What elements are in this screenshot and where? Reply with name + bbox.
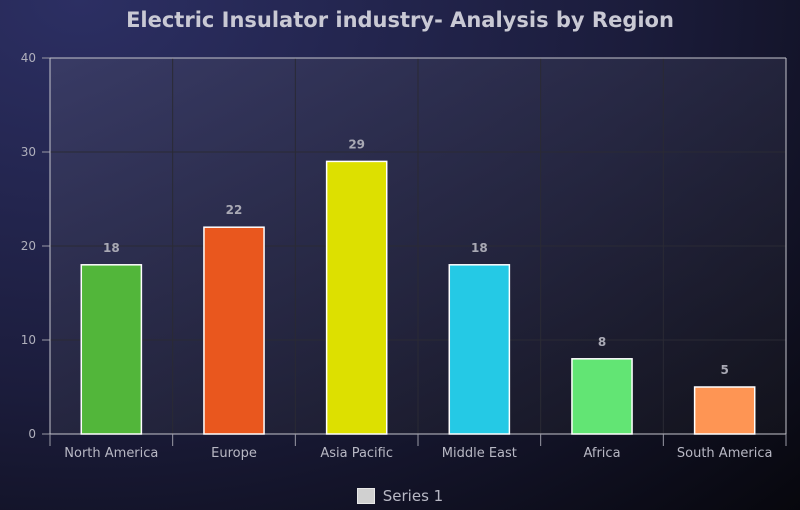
bar — [571, 358, 633, 435]
bar — [80, 264, 143, 435]
chart-title: Electric Insulator industry- Analysis by… — [126, 8, 674, 32]
bar — [693, 386, 756, 435]
data-label: 18 — [103, 241, 120, 255]
y-tick-label: 0 — [28, 427, 36, 441]
bar — [325, 160, 388, 435]
x-tick-label: Asia Pacific — [320, 446, 393, 461]
legend-label: Series 1 — [382, 487, 444, 505]
data-label: 22 — [226, 203, 243, 217]
y-tick-label: 30 — [21, 145, 36, 159]
bar — [448, 264, 511, 435]
y-tick-label: 40 — [21, 51, 36, 65]
data-label: 18 — [471, 241, 488, 255]
data-label: 29 — [348, 137, 365, 151]
y-tick-label: 20 — [21, 239, 36, 253]
data-label: 8 — [598, 335, 606, 349]
legend-swatch — [356, 488, 375, 504]
x-tick-label: North America — [64, 446, 158, 461]
x-tick-label: Africa — [583, 446, 620, 461]
x-tick-label: Europe — [211, 446, 257, 461]
data-label: 5 — [720, 363, 728, 377]
bar — [203, 226, 265, 435]
x-tick-label: Middle East — [442, 446, 517, 461]
x-tick-label: South America — [677, 446, 773, 461]
legend[interactable]: Series 1 — [0, 487, 800, 505]
y-tick-label: 10 — [21, 333, 36, 347]
